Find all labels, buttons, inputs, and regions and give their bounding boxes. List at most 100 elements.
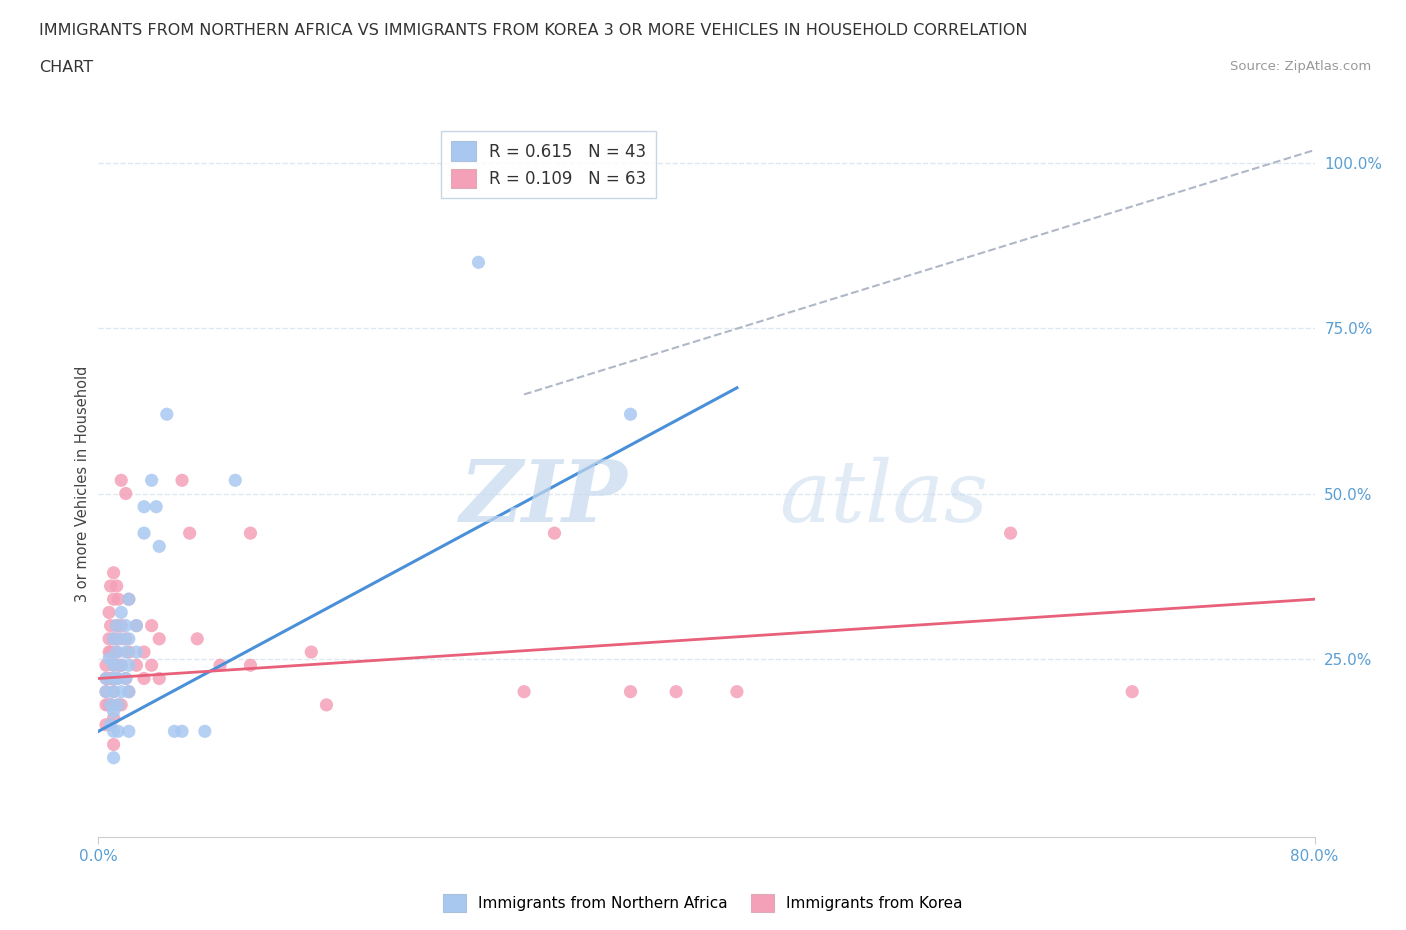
Point	[110, 472, 132, 487]
Point	[105, 578, 128, 593]
Point	[103, 704, 125, 719]
Point	[105, 618, 128, 633]
Point	[110, 658, 132, 672]
Point	[114, 671, 136, 686]
Point	[148, 538, 170, 553]
Point	[170, 724, 193, 738]
Point	[100, 717, 122, 732]
Point	[114, 618, 136, 633]
Point	[103, 565, 125, 580]
Point	[98, 671, 121, 686]
Point	[194, 724, 217, 738]
Point	[103, 591, 125, 606]
Point	[100, 698, 122, 712]
Point	[132, 644, 155, 659]
Point	[94, 717, 117, 732]
Point	[132, 499, 155, 514]
Point	[132, 671, 155, 686]
Point	[118, 591, 141, 606]
Point	[103, 751, 125, 765]
Point	[98, 605, 121, 620]
Point	[107, 671, 129, 686]
Point	[110, 631, 132, 646]
Point	[170, 472, 193, 487]
Point	[100, 671, 122, 686]
Point	[100, 618, 122, 633]
Point	[118, 724, 141, 738]
Point	[103, 671, 125, 686]
Point	[513, 684, 536, 699]
Point	[98, 698, 121, 712]
Point	[110, 618, 132, 633]
Point	[543, 525, 565, 540]
Point	[94, 684, 117, 699]
Point	[100, 698, 122, 712]
Point	[103, 658, 125, 672]
Point	[145, 499, 167, 514]
Point	[156, 406, 179, 421]
Point	[148, 631, 170, 646]
Point	[107, 591, 129, 606]
Point	[125, 658, 148, 672]
Legend: R = 0.615   N = 43, R = 0.109   N = 63: R = 0.615 N = 43, R = 0.109 N = 63	[440, 131, 657, 198]
Point	[299, 644, 322, 659]
Point	[103, 724, 125, 738]
Point	[105, 644, 128, 659]
Point	[107, 698, 129, 712]
Point	[110, 658, 132, 672]
Point	[186, 631, 208, 646]
Point	[107, 658, 129, 672]
Point	[94, 684, 117, 699]
Point	[1121, 684, 1143, 699]
Point	[100, 644, 122, 659]
Point	[114, 644, 136, 659]
Point	[239, 525, 262, 540]
Point	[98, 651, 121, 666]
Point	[125, 644, 148, 659]
Point	[105, 671, 128, 686]
Point	[467, 255, 489, 270]
Point	[132, 525, 155, 540]
Point	[98, 644, 121, 659]
Point	[110, 698, 132, 712]
Point	[107, 698, 129, 712]
Text: Source: ZipAtlas.com: Source: ZipAtlas.com	[1230, 60, 1371, 73]
Point	[114, 671, 136, 686]
Point	[103, 631, 125, 646]
Point	[103, 684, 125, 699]
Text: atlas: atlas	[779, 457, 988, 539]
Legend: Immigrants from Northern Africa, Immigrants from Korea: Immigrants from Northern Africa, Immigra…	[437, 888, 969, 918]
Point	[118, 631, 141, 646]
Text: IMMIGRANTS FROM NORTHERN AFRICA VS IMMIGRANTS FROM KOREA 3 OR MORE VEHICLES IN H: IMMIGRANTS FROM NORTHERN AFRICA VS IMMIG…	[39, 23, 1028, 38]
Point	[103, 684, 125, 699]
Point	[209, 658, 232, 672]
Point	[224, 472, 246, 487]
Point	[103, 631, 125, 646]
Point	[118, 591, 141, 606]
Text: ZIP: ZIP	[460, 456, 627, 539]
Point	[105, 644, 128, 659]
Point	[725, 684, 748, 699]
Point	[315, 698, 337, 712]
Point	[1000, 525, 1022, 540]
Y-axis label: 3 or more Vehicles in Household: 3 or more Vehicles in Household	[75, 365, 90, 602]
Point	[105, 618, 128, 633]
Point	[665, 684, 688, 699]
Point	[103, 658, 125, 672]
Point	[107, 631, 129, 646]
Point	[619, 684, 641, 699]
Point	[114, 486, 136, 501]
Point	[94, 658, 117, 672]
Point	[114, 631, 136, 646]
Point	[94, 671, 117, 686]
Point	[179, 525, 201, 540]
Point	[118, 644, 141, 659]
Point	[125, 618, 148, 633]
Point	[107, 724, 129, 738]
Point	[98, 631, 121, 646]
Point	[118, 684, 141, 699]
Point	[118, 684, 141, 699]
Point	[103, 737, 125, 752]
Point	[141, 658, 163, 672]
Point	[125, 618, 148, 633]
